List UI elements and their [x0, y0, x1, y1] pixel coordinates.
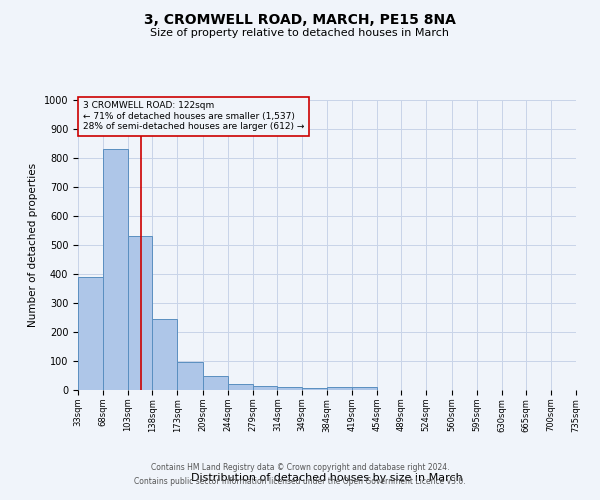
Bar	[78, 277, 103, 390]
X-axis label: Distribution of detached houses by size in March: Distribution of detached houses by size …	[191, 473, 463, 483]
Bar	[103, 150, 128, 390]
Text: Size of property relative to detached houses in March: Size of property relative to detached ho…	[151, 28, 449, 38]
Bar	[327, 387, 352, 390]
Bar	[253, 386, 277, 390]
Bar	[152, 319, 178, 390]
Text: 3, CROMWELL ROAD, MARCH, PE15 8NA: 3, CROMWELL ROAD, MARCH, PE15 8NA	[144, 12, 456, 26]
Bar	[277, 386, 302, 390]
Bar	[302, 388, 327, 390]
Text: 3 CROMWELL ROAD: 122sqm
← 71% of detached houses are smaller (1,537)
28% of semi: 3 CROMWELL ROAD: 122sqm ← 71% of detache…	[83, 102, 304, 132]
Text: Contains public sector information licensed under the Open Government Licence v3: Contains public sector information licen…	[134, 477, 466, 486]
Bar	[227, 384, 253, 390]
Y-axis label: Number of detached properties: Number of detached properties	[28, 163, 38, 327]
Text: Contains HM Land Registry data © Crown copyright and database right 2024.: Contains HM Land Registry data © Crown c…	[151, 464, 449, 472]
Bar	[178, 362, 203, 390]
Bar	[128, 236, 152, 390]
Bar	[203, 376, 227, 390]
Bar	[352, 387, 377, 390]
